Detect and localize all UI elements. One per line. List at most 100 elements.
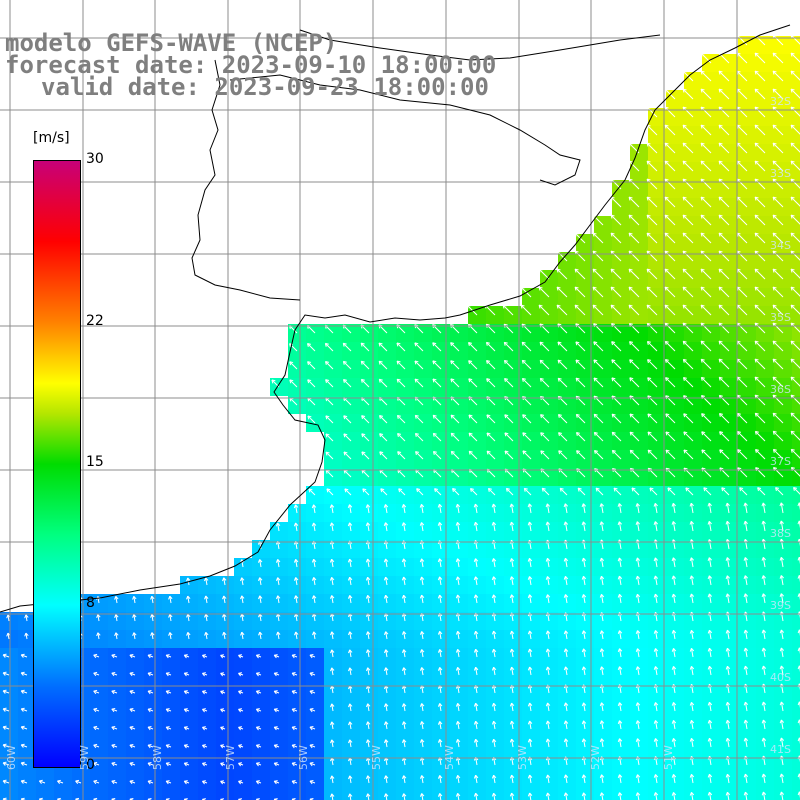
wind-arrow-head — [610, 250, 615, 253]
wind-arrow-head — [745, 719, 749, 724]
wind-arrow — [637, 630, 640, 640]
wind-arrow-head — [689, 648, 692, 652]
wind-arrow — [629, 341, 640, 352]
wind-arrow — [664, 268, 676, 280]
wind-arrow-head — [691, 773, 695, 778]
wind-arrow-head — [665, 449, 670, 452]
wind-arrow-head — [682, 160, 687, 163]
wind-cell — [792, 756, 800, 774]
wind-arrow-head — [779, 502, 782, 507]
wind-arrow-head — [361, 342, 365, 345]
wind-arrow-head — [469, 450, 473, 453]
wind-arrow-head — [701, 413, 706, 415]
wind-arrow-head — [617, 539, 620, 544]
wind-arrow-head — [540, 414, 542, 419]
wind-arrow — [522, 450, 532, 460]
wind-arrow — [744, 557, 748, 568]
wind-arrow — [628, 250, 640, 262]
wind-arrow-head — [637, 575, 641, 580]
wind-cell — [792, 378, 800, 396]
wind-arrow-head — [222, 613, 225, 618]
wind-arrow-head — [709, 719, 713, 724]
wind-arrow — [682, 304, 694, 316]
wind-arrow — [647, 359, 658, 370]
wind-arrow-head — [565, 630, 569, 634]
wind-arrow-head — [379, 378, 383, 381]
wind-arrow — [682, 340, 694, 352]
wind-arrow-head — [166, 798, 170, 800]
wind-arrow-head — [617, 774, 620, 779]
wind-arrow-head — [613, 487, 616, 492]
wind-arrow — [736, 142, 748, 154]
wind-arrow — [683, 377, 694, 388]
wind-arrow-head — [754, 232, 759, 235]
wind-arrow-head — [129, 762, 133, 767]
wind-arrow-head — [183, 780, 187, 785]
wind-arrow-head — [610, 304, 613, 309]
wind-arrow-head — [133, 632, 137, 636]
wind-arrow-head — [583, 738, 587, 742]
wind-arrow — [754, 160, 766, 172]
wind-arrow-head — [183, 744, 187, 749]
wind-arrow-head — [273, 744, 277, 749]
wind-arrow — [398, 488, 406, 496]
wind-arrow-head — [455, 667, 459, 671]
wind-arrow-head — [781, 719, 785, 723]
legend-colorbar — [33, 160, 81, 768]
wind-arrow — [558, 414, 568, 424]
wind-arrow-head — [628, 160, 631, 165]
wind-arrow-head — [437, 504, 440, 508]
wind-arrow-head — [93, 653, 98, 656]
wind-arrow-head — [700, 286, 703, 291]
wind-arrow-head — [721, 487, 726, 490]
wind-arrow-head — [565, 648, 569, 652]
wind-arrow — [403, 757, 406, 766]
wind-arrow-head — [745, 701, 749, 706]
wind-cell — [720, 792, 738, 800]
wind-arrow-head — [274, 726, 278, 728]
wind-arrow-head — [256, 726, 260, 728]
wind-arrow-head — [504, 396, 509, 398]
wind-arrow — [349, 703, 352, 712]
wind-arrow-head — [21, 671, 25, 674]
wind-arrow-head — [581, 576, 584, 580]
wind-arrow-head — [493, 630, 497, 635]
wind-arrow-head — [520, 286, 523, 291]
wind-arrow-head — [737, 431, 742, 433]
wind-arrow-head — [486, 341, 490, 344]
wind-arrow — [744, 647, 748, 658]
wind-arrow-head — [719, 413, 724, 415]
wind-arrow — [349, 522, 352, 532]
wind-arrow-head — [401, 793, 405, 797]
wind-arrow-head — [437, 558, 441, 563]
wind-arrow-head — [414, 415, 417, 419]
wind-arrow-head — [673, 702, 677, 706]
wind-arrow — [475, 594, 478, 604]
wind-arrow-head — [455, 775, 459, 779]
wind-arrow-head — [147, 690, 151, 695]
wind-arrow — [595, 487, 604, 496]
wind-arrow-head — [628, 142, 631, 147]
wind-arrow-head — [654, 503, 658, 507]
wind-arrow-head — [309, 654, 313, 659]
wind-arrow-head — [330, 793, 333, 798]
wind-cell — [792, 54, 800, 72]
wind-arrow-head — [421, 631, 425, 635]
wind-arrow-head — [743, 520, 746, 525]
wind-arrow-head — [20, 726, 24, 730]
wind-arrow-head — [504, 432, 509, 435]
wind-cell — [90, 792, 108, 800]
title-line-model: modelo GEFS-WAVE (NCEP) — [5, 29, 338, 57]
wind-arrow-head — [220, 745, 224, 749]
wind-arrow-head — [599, 503, 602, 508]
wind-arrow — [504, 432, 514, 442]
wind-arrow — [672, 503, 676, 514]
wind-arrow-head — [503, 360, 506, 364]
wind-arrow-head — [772, 70, 775, 75]
wind-arrow-head — [599, 594, 602, 598]
wind-arrow-head — [201, 709, 205, 713]
wind-arrow-head — [745, 647, 749, 652]
wind-arrow — [610, 250, 622, 262]
wind-arrow — [754, 358, 766, 370]
wind-arrow-head — [277, 577, 281, 581]
